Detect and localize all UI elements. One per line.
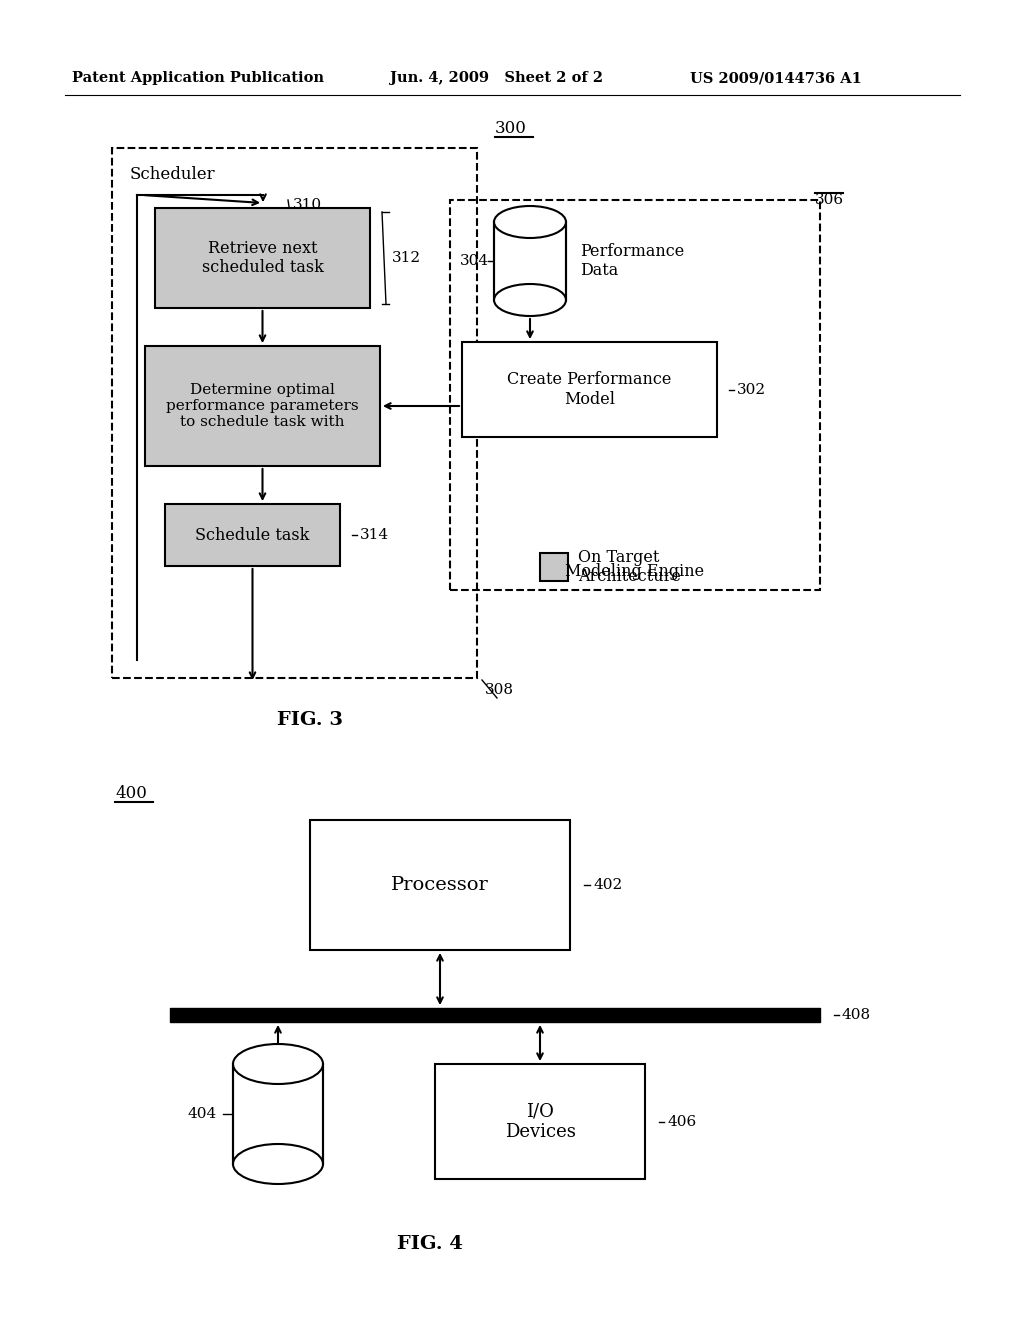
Bar [435, 1064, 645, 1179]
Bar [112, 148, 477, 678]
Bar [145, 346, 380, 466]
Ellipse shape [233, 1044, 323, 1084]
Ellipse shape [494, 284, 566, 315]
Text: 314: 314 [360, 528, 389, 543]
Ellipse shape [494, 206, 566, 238]
Text: Retrieve next
scheduled task: Retrieve next scheduled task [202, 240, 324, 276]
Text: 310: 310 [293, 198, 323, 213]
Bar [310, 820, 570, 950]
Text: 406: 406 [667, 1114, 696, 1129]
Text: 402: 402 [593, 878, 623, 892]
Text: Patent Application Publication: Patent Application Publication [72, 71, 324, 84]
Text: FIG. 3: FIG. 3 [278, 711, 343, 729]
Bar [450, 201, 820, 590]
Text: I/O
Devices: I/O Devices [505, 1102, 575, 1140]
Text: Determine optimal
performance parameters
to schedule task with: Determine optimal performance parameters… [166, 383, 358, 429]
Text: 306: 306 [815, 193, 844, 207]
Text: Create Performance
Model: Create Performance Model [507, 371, 672, 408]
Text: Modeling Engine: Modeling Engine [565, 564, 705, 579]
Text: 302: 302 [737, 383, 766, 396]
Text: 404: 404 [188, 1107, 217, 1121]
Text: Performance
Data: Performance Data [580, 243, 684, 280]
Text: Processor: Processor [391, 876, 488, 894]
Bar [155, 209, 370, 308]
Text: 408: 408 [842, 1008, 871, 1022]
Ellipse shape [233, 1144, 323, 1184]
Text: 300: 300 [495, 120, 527, 137]
Text: 308: 308 [485, 682, 514, 697]
Text: On Target
Architecture: On Target Architecture [578, 549, 681, 585]
Text: FIG. 4: FIG. 4 [397, 1236, 463, 1253]
Text: 304: 304 [460, 253, 489, 268]
Bar [165, 504, 340, 566]
Text: 400: 400 [115, 785, 146, 803]
Text: Scheduler: Scheduler [130, 166, 216, 183]
Bar [540, 553, 568, 581]
Bar [494, 222, 566, 300]
Text: US 2009/0144736 A1: US 2009/0144736 A1 [690, 71, 862, 84]
Text: Jun. 4, 2009   Sheet 2 of 2: Jun. 4, 2009 Sheet 2 of 2 [390, 71, 603, 84]
Text: Schedule task: Schedule task [196, 527, 309, 544]
Bar [462, 342, 717, 437]
Bar [233, 1064, 323, 1164]
Text: 312: 312 [392, 251, 421, 265]
